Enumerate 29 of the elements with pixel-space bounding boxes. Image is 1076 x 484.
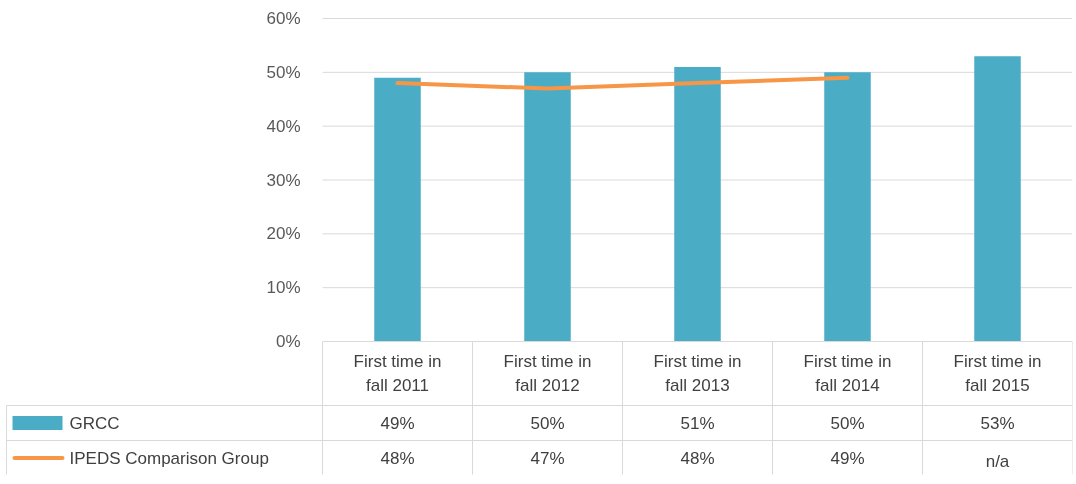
- y-tick-label: 30%: [266, 170, 301, 190]
- data-label: 48%: [680, 448, 715, 468]
- data-label: 49%: [380, 413, 415, 433]
- data-label: 48%: [380, 448, 415, 468]
- text: n/a: [985, 451, 1010, 471]
- x-tick-label: First time in fall 2011: [353, 352, 442, 395]
- y-tick-label: 40%: [266, 116, 301, 136]
- y-tick-label: 20%: [266, 224, 301, 244]
- data-label: 51%: [680, 413, 715, 433]
- y-tick-label: 60%: [266, 9, 301, 28]
- data-label: 50%: [530, 413, 565, 433]
- y-tick-label: 50%: [266, 62, 301, 82]
- y-tick-label: 10%: [266, 278, 301, 298]
- legend-label: GRCC: [69, 413, 120, 433]
- data-label: 53%: [980, 413, 1015, 433]
- data-label: 50%: [830, 413, 865, 433]
- bar: [524, 72, 571, 342]
- legend-label: IPEDS Comparison Group: [69, 448, 269, 468]
- bar: [674, 66, 721, 342]
- x-tick-label: First time in fall 2012: [503, 352, 592, 395]
- x-tick-label: First time in fall 2013: [653, 352, 742, 395]
- bar: [824, 72, 871, 342]
- x-tick-label: First time in fall 2015: [953, 352, 1042, 395]
- data-label: 47%: [530, 448, 565, 468]
- y-tick-label: 0%: [275, 332, 301, 351]
- x-tick-label: First time in fall 2014: [803, 352, 892, 395]
- bar: [374, 77, 421, 342]
- data-label: 49%: [830, 448, 865, 468]
- bar: [974, 56, 1021, 342]
